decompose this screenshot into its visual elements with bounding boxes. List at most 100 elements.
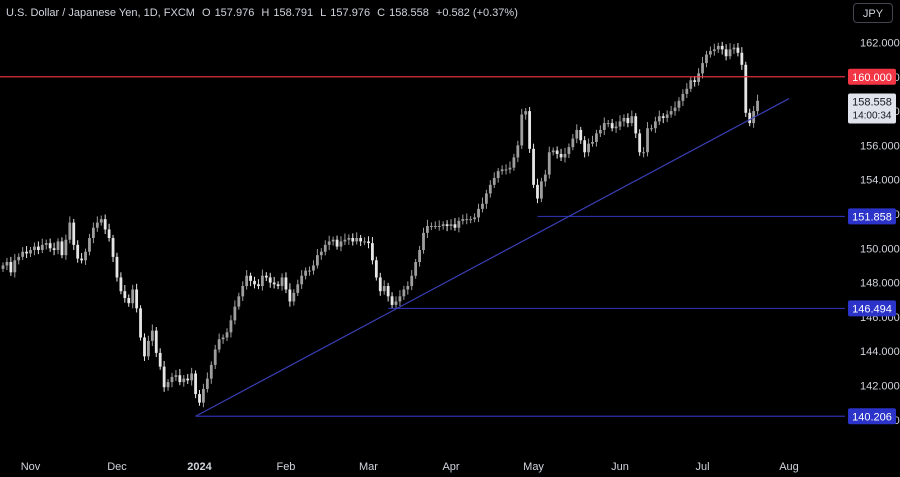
candle-body bbox=[13, 260, 17, 273]
candle bbox=[422, 227, 425, 254]
candle-body bbox=[323, 244, 327, 252]
candle-body bbox=[701, 63, 704, 74]
legend-high-label: H bbox=[261, 7, 270, 19]
trendline[interactable] bbox=[195, 98, 790, 417]
candle bbox=[390, 292, 394, 310]
candle-body bbox=[170, 376, 174, 383]
candle-body bbox=[744, 64, 748, 113]
candle bbox=[606, 120, 610, 128]
candle-body bbox=[64, 239, 68, 256]
legend-change: +0.582 (+0.37%) bbox=[435, 7, 518, 19]
candle bbox=[300, 270, 304, 289]
candle-body bbox=[221, 337, 225, 340]
candle bbox=[123, 285, 127, 303]
candle bbox=[186, 374, 190, 384]
candle bbox=[728, 43, 732, 60]
time-tick-label: Nov bbox=[21, 461, 41, 473]
candle bbox=[150, 324, 154, 347]
candle-body bbox=[343, 239, 347, 242]
candle-body bbox=[25, 251, 28, 254]
candle-body bbox=[233, 306, 237, 321]
candle bbox=[441, 221, 445, 230]
candle bbox=[221, 334, 225, 344]
candle-body bbox=[492, 177, 496, 185]
candle bbox=[36, 241, 40, 255]
candle-body bbox=[123, 291, 127, 299]
candle bbox=[418, 245, 421, 267]
candle-body bbox=[52, 248, 56, 251]
candle bbox=[316, 248, 319, 269]
candle-body bbox=[249, 275, 252, 281]
candle-body bbox=[528, 111, 532, 149]
levels-layer bbox=[0, 76, 845, 417]
candle bbox=[693, 76, 697, 87]
candle-body bbox=[99, 219, 103, 223]
candle bbox=[716, 42, 720, 53]
candle-body bbox=[205, 378, 209, 389]
candle bbox=[44, 239, 48, 250]
candle bbox=[205, 372, 209, 393]
candle-body bbox=[60, 241, 64, 256]
candle-body bbox=[292, 292, 296, 302]
candle-body bbox=[367, 241, 370, 244]
candle bbox=[9, 256, 13, 276]
candle bbox=[1, 262, 5, 272]
candle bbox=[579, 126, 583, 144]
time-tick-label: Jul bbox=[696, 461, 710, 473]
candle-body bbox=[288, 289, 292, 302]
candle bbox=[288, 283, 292, 307]
candle-body bbox=[209, 364, 213, 379]
candle bbox=[681, 89, 685, 106]
candle-body bbox=[441, 224, 445, 227]
candle-body bbox=[504, 169, 508, 171]
candle-body bbox=[579, 129, 583, 141]
candle bbox=[127, 294, 131, 307]
candle bbox=[217, 333, 221, 353]
candle bbox=[524, 108, 528, 120]
candle bbox=[343, 233, 347, 246]
candle-body bbox=[536, 184, 539, 199]
candle-body bbox=[174, 375, 178, 377]
candle bbox=[154, 327, 158, 358]
candle bbox=[5, 257, 9, 271]
candle bbox=[429, 222, 433, 231]
candle bbox=[48, 238, 52, 252]
candle bbox=[202, 383, 205, 408]
candle-body bbox=[437, 226, 441, 228]
candle-body bbox=[677, 100, 681, 108]
candle bbox=[331, 236, 335, 246]
legend-close: 158.558 bbox=[389, 7, 429, 19]
candle-body bbox=[264, 275, 268, 278]
candle bbox=[740, 47, 744, 70]
candle bbox=[260, 269, 264, 291]
candle-body bbox=[595, 133, 598, 142]
candle bbox=[406, 281, 410, 295]
price-labels: 160.000 151.858 146.494 140.206 158.558 14:00… bbox=[848, 68, 896, 425]
time-tick-label: Jun bbox=[611, 461, 629, 473]
candle-body bbox=[312, 265, 315, 271]
candle bbox=[630, 110, 634, 127]
candle bbox=[268, 272, 272, 288]
candle bbox=[170, 372, 174, 388]
candle bbox=[323, 240, 327, 256]
candle bbox=[174, 370, 178, 382]
price-tick-label: 154.000 bbox=[860, 175, 900, 187]
candle-body bbox=[646, 128, 649, 153]
candle bbox=[52, 242, 56, 256]
candle bbox=[551, 147, 555, 156]
candle bbox=[638, 129, 642, 156]
candle-body bbox=[241, 286, 245, 297]
currency-button[interactable]: JPY bbox=[853, 3, 893, 23]
candle bbox=[559, 148, 563, 162]
candle-body bbox=[111, 238, 115, 257]
time-tick-label: 2024 bbox=[187, 461, 212, 473]
price-tick-label: 156.000 bbox=[860, 140, 900, 152]
candle-body bbox=[449, 224, 453, 227]
legend-low-label: L bbox=[320, 7, 327, 19]
candle-body bbox=[414, 262, 418, 276]
candle bbox=[276, 281, 280, 290]
candle-body bbox=[198, 394, 201, 403]
candle-body bbox=[374, 260, 378, 278]
candle bbox=[481, 197, 484, 213]
